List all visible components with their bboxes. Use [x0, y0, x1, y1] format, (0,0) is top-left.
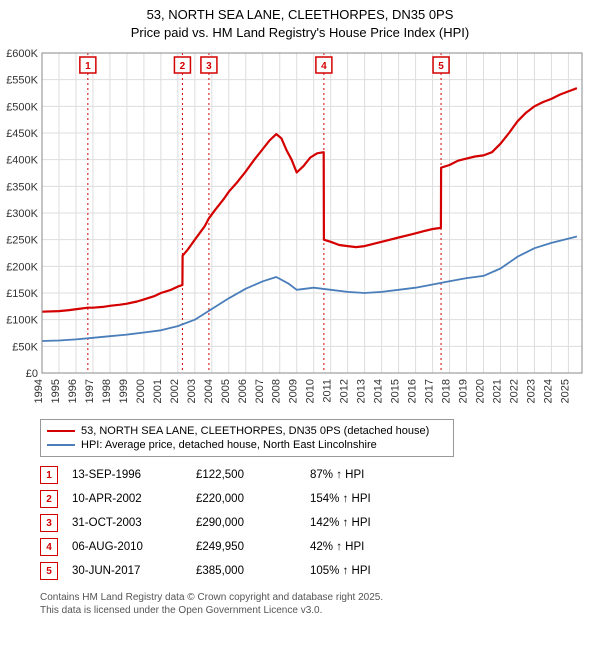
transaction-price: £290,000 — [196, 517, 296, 529]
svg-text:2014: 2014 — [373, 379, 385, 403]
svg-text:£100K: £100K — [6, 315, 38, 327]
transaction-row: 1 13-SEP-1996 £122,500 87% ↑ HPI — [40, 463, 590, 487]
transaction-price: £249,950 — [196, 541, 296, 553]
svg-text:£300K: £300K — [6, 208, 38, 220]
transaction-marker: 2 — [40, 490, 58, 508]
legend-swatch — [47, 444, 75, 446]
title-line1: 53, NORTH SEA LANE, CLEETHORPES, DN35 0P… — [10, 6, 590, 24]
svg-text:£50K: £50K — [12, 341, 38, 353]
svg-text:£0: £0 — [26, 368, 38, 380]
transaction-pct: 42% ↑ HPI — [310, 541, 430, 553]
svg-text:£200K: £200K — [6, 261, 38, 273]
svg-text:2005: 2005 — [220, 379, 232, 403]
transaction-date: 06-AUG-2010 — [72, 541, 182, 553]
svg-text:2013: 2013 — [356, 379, 368, 403]
svg-text:2: 2 — [180, 61, 186, 72]
footer-line1: Contains HM Land Registry data © Crown c… — [40, 591, 590, 604]
legend-item: 53, NORTH SEA LANE, CLEETHORPES, DN35 0P… — [47, 424, 447, 438]
title-line2: Price paid vs. HM Land Registry's House … — [10, 24, 590, 42]
transaction-date: 10-APR-2002 — [72, 493, 182, 505]
svg-text:£250K: £250K — [6, 235, 38, 247]
svg-text:£350K: £350K — [6, 181, 38, 193]
footer-line2: This data is licensed under the Open Gov… — [40, 604, 590, 617]
transaction-pct: 154% ↑ HPI — [310, 493, 430, 505]
transaction-pct: 142% ↑ HPI — [310, 517, 430, 529]
transactions-table: 1 13-SEP-1996 £122,500 87% ↑ HPI 2 10-APR-200… — [40, 463, 590, 583]
svg-text:2022: 2022 — [508, 379, 520, 403]
transaction-marker: 5 — [40, 562, 58, 580]
svg-text:£500K: £500K — [6, 101, 38, 113]
transaction-row: 4 06-AUG-2010 £249,950 42% ↑ HPI — [40, 535, 590, 559]
svg-text:2020: 2020 — [475, 379, 487, 403]
svg-text:1994: 1994 — [33, 379, 45, 403]
transaction-date: 30-JUN-2017 — [72, 565, 182, 577]
transaction-row: 3 31-OCT-2003 £290,000 142% ↑ HPI — [40, 511, 590, 535]
transaction-date: 31-OCT-2003 — [72, 517, 182, 529]
svg-text:£600K: £600K — [6, 48, 38, 60]
footer-attribution: Contains HM Land Registry data © Crown c… — [40, 591, 590, 617]
transaction-marker: 4 — [40, 538, 58, 556]
svg-text:2016: 2016 — [407, 379, 419, 403]
svg-text:2004: 2004 — [203, 379, 215, 403]
transaction-pct: 87% ↑ HPI — [310, 469, 430, 481]
svg-text:2019: 2019 — [458, 379, 470, 403]
legend-swatch — [47, 430, 75, 432]
svg-text:£450K: £450K — [6, 128, 38, 140]
legend-item: HPI: Average price, detached house, Nort… — [47, 438, 447, 452]
transaction-price: £220,000 — [196, 493, 296, 505]
svg-text:£150K: £150K — [6, 288, 38, 300]
svg-text:2024: 2024 — [542, 379, 554, 403]
svg-text:£550K: £550K — [6, 75, 38, 87]
svg-text:1999: 1999 — [118, 379, 130, 403]
transaction-row: 5 30-JUN-2017 £385,000 105% ↑ HPI — [40, 559, 590, 583]
chart: £0 £50K £100K £150K £200K £250K £300K £350K £400… — [0, 45, 590, 415]
transaction-price: £122,500 — [196, 469, 296, 481]
svg-text:1996: 1996 — [67, 379, 79, 403]
svg-text:1995: 1995 — [50, 379, 62, 403]
svg-text:2015: 2015 — [390, 379, 402, 403]
svg-text:5: 5 — [438, 61, 444, 72]
svg-text:1: 1 — [85, 61, 91, 72]
transaction-pct: 105% ↑ HPI — [310, 565, 430, 577]
transaction-marker: 3 — [40, 514, 58, 532]
transaction-row: 2 10-APR-2002 £220,000 154% ↑ HPI — [40, 487, 590, 511]
svg-text:2017: 2017 — [424, 379, 436, 403]
svg-text:1997: 1997 — [84, 379, 96, 403]
svg-text:2007: 2007 — [254, 379, 266, 403]
legend-label: 53, NORTH SEA LANE, CLEETHORPES, DN35 0P… — [81, 425, 429, 437]
legend: 53, NORTH SEA LANE, CLEETHORPES, DN35 0P… — [40, 419, 454, 457]
svg-text:2006: 2006 — [237, 379, 249, 403]
chart-title: 53, NORTH SEA LANE, CLEETHORPES, DN35 0P… — [0, 0, 600, 41]
svg-text:2018: 2018 — [441, 379, 453, 403]
svg-text:2021: 2021 — [491, 379, 503, 403]
legend-label: HPI: Average price, detached house, Nort… — [81, 439, 377, 451]
svg-text:£400K: £400K — [6, 155, 38, 167]
svg-text:2002: 2002 — [169, 379, 181, 403]
svg-text:4: 4 — [321, 61, 327, 72]
svg-text:2010: 2010 — [305, 379, 317, 403]
svg-text:2009: 2009 — [288, 379, 300, 403]
transaction-date: 13-SEP-1996 — [72, 469, 182, 481]
transaction-price: £385,000 — [196, 565, 296, 577]
svg-text:2003: 2003 — [186, 379, 198, 403]
svg-text:1998: 1998 — [101, 379, 113, 403]
svg-text:2025: 2025 — [559, 379, 571, 403]
chart-svg: £0 £50K £100K £150K £200K £250K £300K £350K £400… — [0, 45, 590, 415]
svg-text:3: 3 — [206, 61, 212, 72]
svg-text:2011: 2011 — [322, 379, 334, 403]
transaction-marker: 1 — [40, 466, 58, 484]
svg-text:2001: 2001 — [152, 379, 164, 403]
svg-text:2023: 2023 — [525, 379, 537, 403]
svg-text:2012: 2012 — [339, 379, 351, 403]
svg-text:2000: 2000 — [135, 379, 147, 403]
svg-text:2008: 2008 — [271, 379, 283, 403]
